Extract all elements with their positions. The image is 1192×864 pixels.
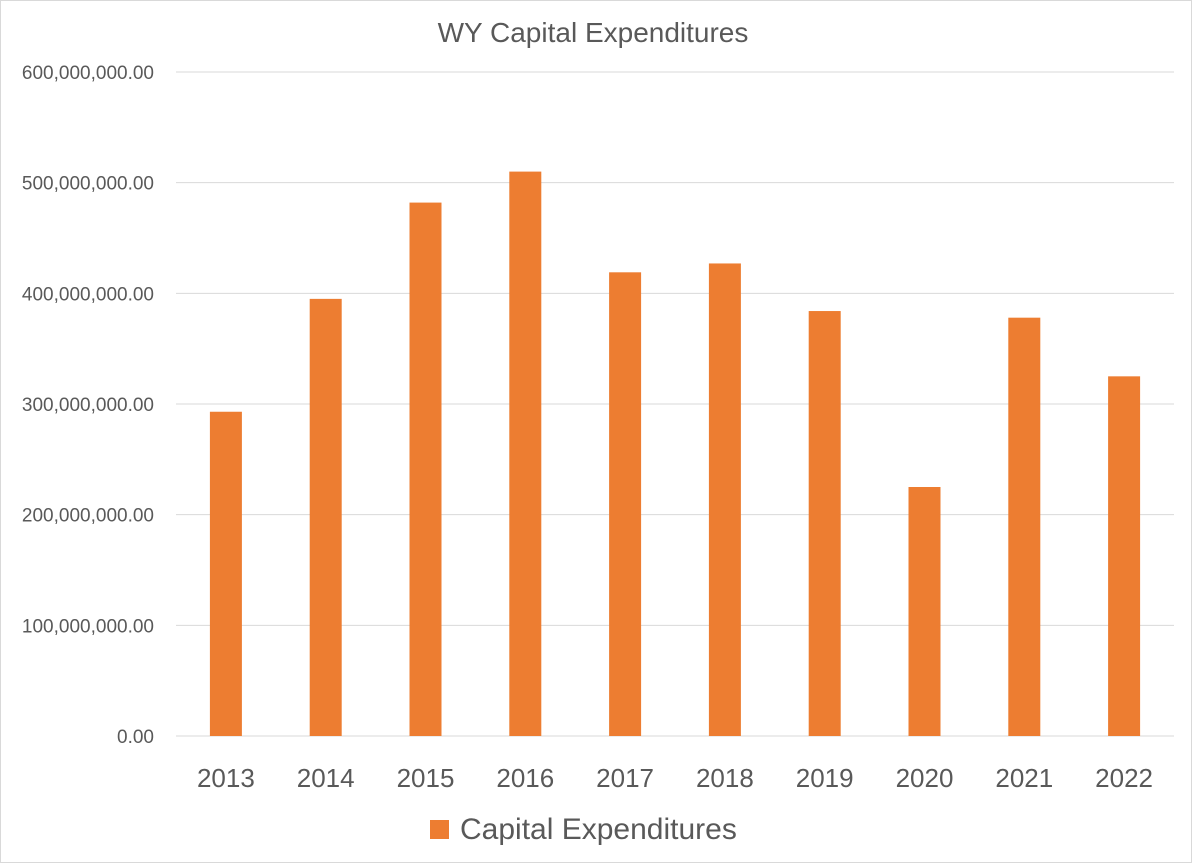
bar-2017[interactable]	[609, 272, 642, 736]
bar-2021[interactable]	[1008, 317, 1041, 736]
bar-2014[interactable]	[309, 298, 342, 736]
chart-title: WY Capital Expenditures	[438, 17, 749, 48]
y-tick-label: 0.00	[117, 727, 154, 748]
legend: Capital Expenditures	[430, 813, 737, 846]
bar-2022[interactable]	[1108, 376, 1141, 736]
y-tick-label: 600,000,000.00	[22, 63, 154, 84]
x-tick-label: 2020	[896, 763, 954, 793]
bar-2016[interactable]	[509, 171, 542, 737]
bar-2015[interactable]	[409, 202, 442, 736]
x-tick-label: 2019	[796, 763, 854, 793]
bar-2018[interactable]	[708, 263, 741, 736]
x-tick-label: 2016	[496, 763, 554, 793]
y-axis-ticks: 0.00 100,000,000.00 200,000,000.00 300,000,…	[22, 63, 154, 748]
bar-2013[interactable]	[209, 411, 242, 736]
gridlines	[176, 71, 1174, 737]
bar-2020[interactable]	[908, 487, 941, 736]
x-tick-label: 2014	[297, 763, 355, 793]
x-tick-label: 2017	[596, 763, 654, 793]
x-tick-label: 2021	[995, 763, 1053, 793]
y-tick-label: 400,000,000.00	[22, 284, 154, 305]
legend-label: Capital Expenditures	[460, 813, 737, 846]
bar-2019[interactable]	[808, 311, 841, 736]
y-tick-label: 500,000,000.00	[22, 174, 154, 195]
y-tick-label: 200,000,000.00	[22, 506, 154, 527]
x-axis-ticks: 2013 2014 2015 2016 2017 2018 2019 2020 2021 2022	[197, 763, 1153, 793]
x-tick-label: 2013	[197, 763, 255, 793]
x-tick-label: 2018	[696, 763, 754, 793]
x-tick-label: 2022	[1095, 763, 1153, 793]
y-tick-label: 100,000,000.00	[22, 616, 154, 637]
legend-swatch	[430, 820, 449, 839]
bars	[209, 171, 1141, 737]
x-tick-label: 2015	[397, 763, 455, 793]
y-tick-label: 300,000,000.00	[22, 395, 154, 416]
